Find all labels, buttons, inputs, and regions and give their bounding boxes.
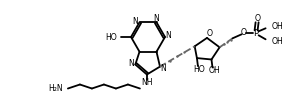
- Text: OH: OH: [209, 66, 220, 75]
- Text: OH: OH: [272, 22, 283, 31]
- Text: NH: NH: [141, 78, 153, 87]
- Text: P: P: [253, 29, 258, 38]
- Text: N: N: [128, 59, 134, 68]
- Text: N: N: [160, 64, 166, 73]
- Text: N: N: [165, 30, 171, 39]
- Text: OH: OH: [272, 37, 283, 46]
- Text: HO: HO: [193, 65, 205, 74]
- Text: N: N: [154, 14, 160, 23]
- Text: N: N: [133, 17, 138, 26]
- Text: O: O: [207, 29, 213, 38]
- Text: O: O: [241, 28, 246, 37]
- Text: HO: HO: [105, 32, 117, 41]
- Text: O: O: [255, 14, 261, 23]
- Text: H₂N: H₂N: [48, 84, 63, 93]
